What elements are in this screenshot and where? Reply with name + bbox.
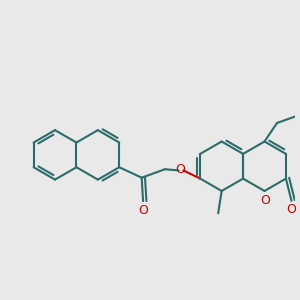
Text: O: O — [138, 204, 148, 217]
Text: O: O — [260, 194, 270, 206]
Text: O: O — [286, 203, 296, 216]
Text: O: O — [175, 163, 185, 176]
